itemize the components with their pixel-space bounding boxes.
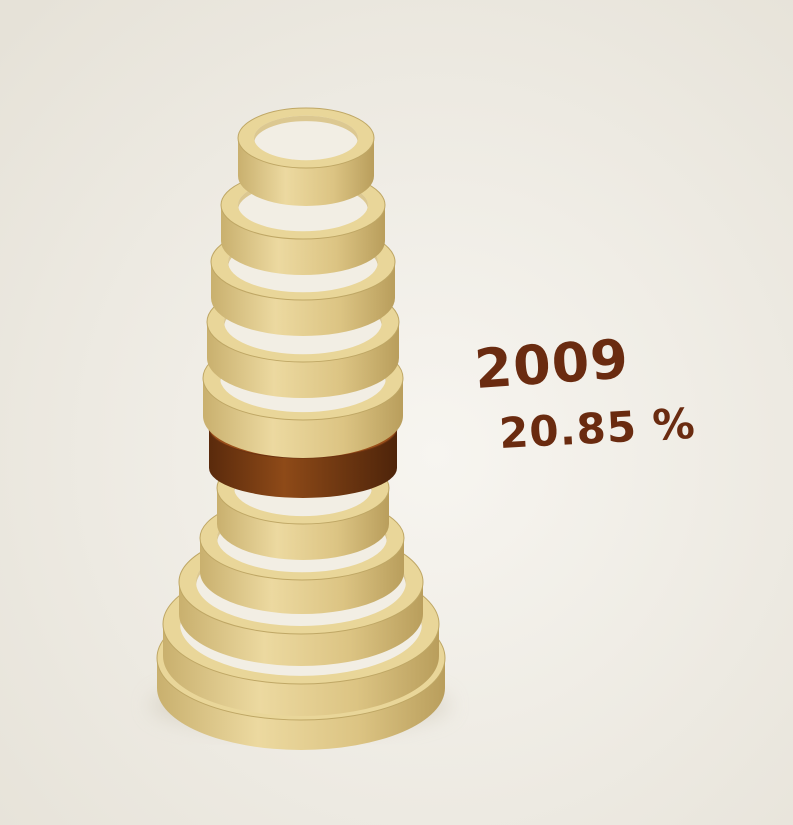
ring-side	[200, 538, 404, 614]
ring-side	[238, 138, 374, 206]
value-label: 20.85 %	[498, 399, 697, 458]
ring-side	[157, 658, 445, 750]
ring-side	[179, 582, 423, 666]
rings-group	[156, 107, 446, 750]
ring-side	[209, 428, 397, 498]
ring	[237, 107, 375, 206]
ring-inner-wall	[254, 115, 358, 144]
ring-side	[207, 322, 399, 398]
ring-side	[203, 378, 403, 458]
ring-hole	[254, 115, 358, 161]
ring-side	[221, 205, 385, 275]
year-label: 2009	[473, 327, 631, 401]
ring-side	[163, 624, 439, 716]
ring-side	[211, 262, 395, 336]
